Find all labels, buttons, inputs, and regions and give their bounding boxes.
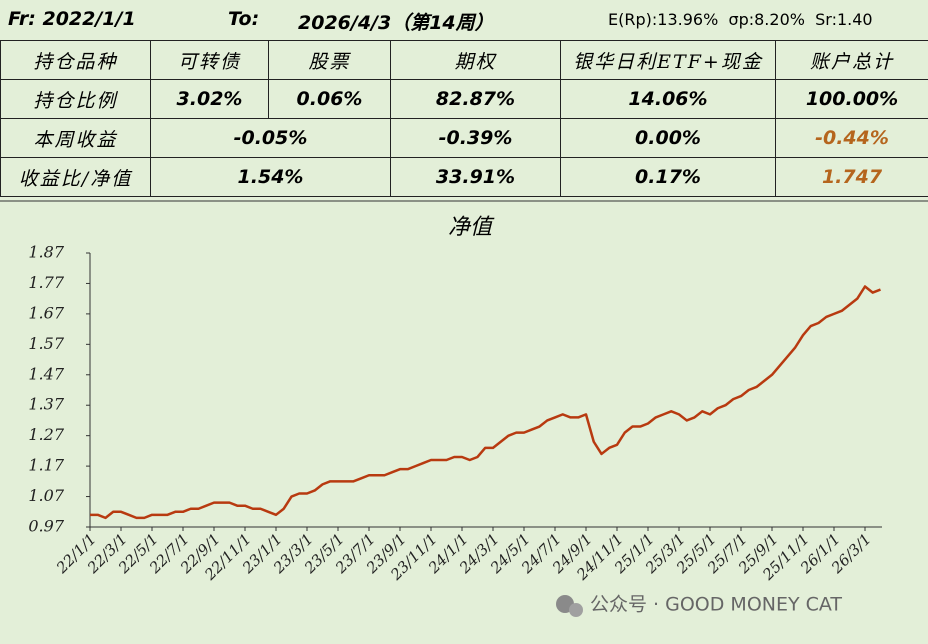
to-date: 2026/4/3（第14周）: [298, 12, 494, 34]
y-tick-label: 1.27: [28, 425, 64, 444]
y-tick-label: 1.07: [28, 486, 64, 505]
y-tick-label: 1.67: [28, 303, 64, 322]
from-date: Fr: 2022/1/1: [8, 8, 136, 30]
table-cell: 期权: [390, 40, 561, 80]
table-cell: 100.00%: [775, 79, 928, 119]
watermark-text: 公众号 · GOOD MONEY CAT: [590, 594, 842, 616]
table-cell: 0.00%: [560, 118, 776, 158]
stats: E(Rp):13.96% σp:8.20% Sr:1.40: [608, 10, 873, 29]
table-cell: 1.54%: [150, 157, 391, 197]
line: [90, 285, 881, 520]
table-cell: 0.06%: [268, 79, 391, 119]
y-tick-label: 0.97: [28, 517, 64, 536]
y-tick-label: 1.87: [28, 243, 64, 262]
watermark-icon: [569, 603, 583, 617]
y-tick-label: 1.17: [28, 456, 64, 475]
table-cell: 3.02%: [150, 79, 269, 119]
y-tick-label: 1.37: [28, 395, 64, 414]
table-cell: 持仓比例: [0, 79, 151, 119]
y-tick-label: 1.77: [28, 273, 64, 292]
table-cell: 82.87%: [390, 79, 561, 119]
table-row: 持仓品种 可转债 股票 期权 银华日利ETF+现金 账户总计: [0, 40, 928, 80]
table-cell: 14.06%: [560, 79, 776, 119]
header: Fr: 2022/1/1 To: 2026/4/3（第14周） E(Rp):13…: [0, 0, 928, 40]
table-cell: 0.17%: [560, 157, 776, 197]
table-cell: 本周收益: [0, 118, 151, 158]
y-tick-label: 1.47: [28, 364, 64, 383]
y-tick-label: 1.57: [28, 334, 64, 353]
table-cell: 银华日利ETF+现金: [560, 40, 776, 80]
table-cell: 账户总计: [775, 40, 928, 80]
chart-title: 净值: [448, 215, 495, 240]
table-cell: -0.44%: [775, 118, 928, 158]
table-cell: 可转债: [150, 40, 269, 80]
table-cell: -0.39%: [390, 118, 561, 158]
chart: 净值 公众号 · GOOD MONEY CAT 0.97 1.07 1.17 1.27…: [0, 200, 928, 617]
table-cell: 持仓品种: [0, 40, 151, 80]
holdings-table: 持仓品种 可转债 股票 期权 银华日利ETF+现金 账户总计 持仓比例 3.02% 0.06% 8…: [0, 40, 928, 197]
table-cell: 股票: [268, 40, 391, 80]
table-row: 持仓比例 3.02% 0.06% 82.87% 14.06% 100.00%: [0, 79, 928, 119]
to-label: To:: [228, 8, 260, 30]
table-cell: 33.91%: [390, 157, 561, 197]
table-row: 本周收益 -0.05% -0.39% 0.00% -0.44%: [0, 118, 928, 158]
table-cell: -0.05%: [150, 118, 391, 158]
table-cell: 收益比/净值: [0, 157, 151, 197]
table-row: 收益比/净值 1.54% 33.91% 0.17% 1.747: [0, 157, 928, 197]
watermark: 公众号 · GOOD MONEY CAT: [556, 594, 842, 617]
table-cell: 1.747: [775, 157, 928, 197]
